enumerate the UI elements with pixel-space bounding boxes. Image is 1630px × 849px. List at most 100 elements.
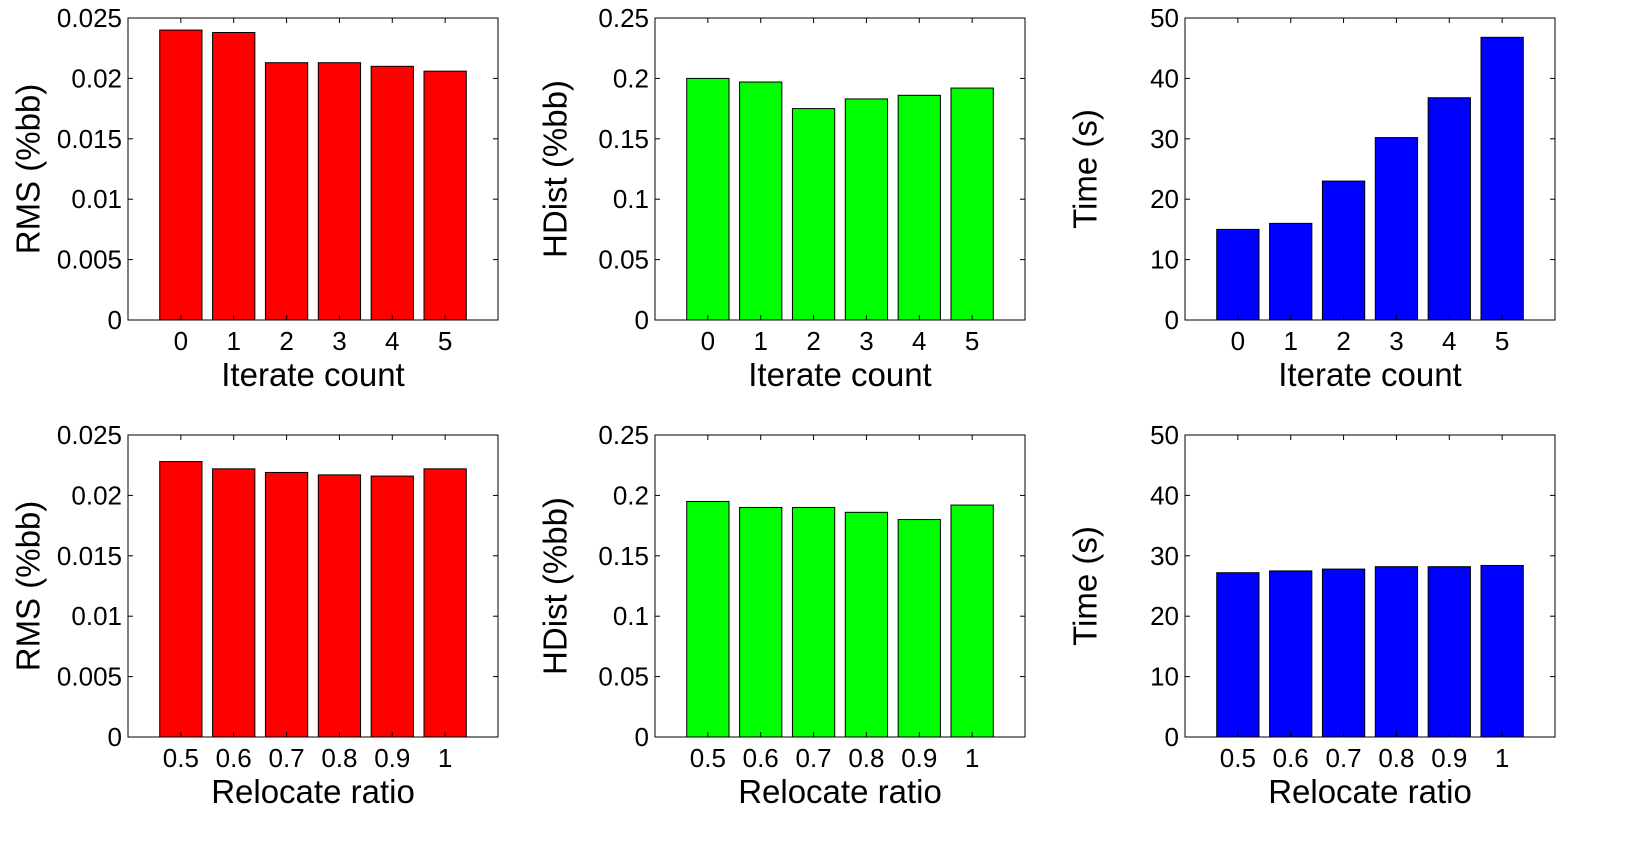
bar-0 <box>159 29 203 321</box>
x-tick-label: 0.7 <box>795 743 831 773</box>
x-tick-label: 0.9 <box>374 743 410 773</box>
x-tick-label: 2 <box>279 326 293 356</box>
x-tick-label: 0.9 <box>1431 743 1467 773</box>
bar-3 <box>844 98 889 321</box>
bar-0.7 <box>1321 568 1366 738</box>
x-tick-label: 1 <box>965 743 979 773</box>
x-tick-label: 3 <box>859 326 873 356</box>
y-tick-label: 40 <box>1150 480 1179 510</box>
y-tick-label: 0.15 <box>598 124 649 154</box>
y-tick-label: 0.05 <box>598 245 649 275</box>
bar-1 <box>950 504 994 738</box>
y-tick-label: 0.05 <box>598 662 649 692</box>
x-tick-label: 3 <box>332 326 346 356</box>
bar-1 <box>212 31 256 321</box>
bar-0.8 <box>1374 566 1419 738</box>
bar-5 <box>950 87 994 321</box>
y-tick-label: 0.015 <box>57 541 122 571</box>
x-axis-label: Relocate ratio <box>211 773 415 810</box>
bar-4 <box>370 65 414 321</box>
x-tick-label: 0 <box>174 326 188 356</box>
y-axis-label: RMS (%bb) <box>10 84 47 255</box>
y-tick-label: 0.2 <box>613 480 649 510</box>
bar-0.9 <box>1427 566 1471 738</box>
bar-5 <box>1480 36 1524 321</box>
x-tick-label: 0.9 <box>901 743 937 773</box>
y-tick-label: 0.01 <box>71 601 122 631</box>
y-axis-label: RMS (%bb) <box>10 501 47 672</box>
x-axis-label: Iterate count <box>221 356 404 393</box>
x-tick-label: 0.5 <box>1220 743 1256 773</box>
axes-frame <box>1184 17 1556 321</box>
y-axis-label: Time (s) <box>1067 109 1104 229</box>
bar-3 <box>317 62 362 321</box>
x-axis-label: Iterate count <box>1278 356 1461 393</box>
x-tick-label: 3 <box>1389 326 1403 356</box>
y-tick-label: 0.1 <box>613 184 649 214</box>
x-tick-label: 0 <box>1231 326 1245 356</box>
x-tick-label: 4 <box>385 326 399 356</box>
x-tick-label: 5 <box>438 326 452 356</box>
bar-1 <box>739 81 783 321</box>
axes-frame <box>127 434 499 738</box>
bar-4 <box>1427 97 1471 321</box>
bar-0.8 <box>317 474 362 738</box>
x-tick-label: 0.6 <box>743 743 779 773</box>
y-tick-label: 50 <box>1150 420 1179 450</box>
x-tick-label: 2 <box>1336 326 1350 356</box>
chart-panel-2: 0 0.05 0.1 0.15 0.2 0.25 0 1 2 3 4 5 Iterate count HD… <box>537 3 1026 393</box>
y-tick-label: 0.01 <box>71 184 122 214</box>
bar-0.6 <box>1269 570 1313 738</box>
y-tick-label: 20 <box>1150 184 1179 214</box>
x-tick-label: 2 <box>806 326 820 356</box>
bar-0.5 <box>686 500 730 738</box>
y-tick-label: 50 <box>1150 3 1179 33</box>
y-axis-label: HDist (%bb) <box>537 497 574 675</box>
y-tick-label: 40 <box>1150 63 1179 93</box>
bar-2 <box>264 62 309 321</box>
chart-panel-1: 0 0.005 0.01 0.015 0.02 0.025 0 1 2 3 4 5 Iterate co… <box>10 3 499 393</box>
y-tick-label: 0 <box>635 722 649 752</box>
x-axis-label: Iterate count <box>748 356 931 393</box>
axes-frame <box>127 17 499 321</box>
y-tick-label: 30 <box>1150 124 1179 154</box>
y-tick-label: 0.25 <box>598 420 649 450</box>
axes-frame <box>654 434 1026 738</box>
y-tick-label: 0 <box>108 722 122 752</box>
x-tick-label: 0.5 <box>690 743 726 773</box>
bar-0.5 <box>1216 572 1260 738</box>
axes-frame <box>1184 434 1556 738</box>
x-tick-label: 1 <box>438 743 452 773</box>
x-tick-label: 0.7 <box>268 743 304 773</box>
y-tick-label: 0.005 <box>57 662 122 692</box>
y-tick-label: 0 <box>635 305 649 335</box>
x-tick-label: 1 <box>226 326 240 356</box>
y-tick-label: 0.1 <box>613 601 649 631</box>
y-axis-label: HDist (%bb) <box>537 80 574 258</box>
bar-0.7 <box>264 471 309 738</box>
y-axis-label: Time (s) <box>1067 526 1104 646</box>
bar-2 <box>1321 180 1366 321</box>
x-tick-label: 0 <box>701 326 715 356</box>
y-tick-label: 0.025 <box>57 3 122 33</box>
bar-0.7 <box>791 506 836 738</box>
chart-panel-4: 0 0.005 0.01 0.015 0.02 0.025 0.5 0.6 0.7 0.8 0.9 1… <box>10 420 499 810</box>
bar-2 <box>791 108 836 321</box>
bar-1 <box>423 468 467 738</box>
x-tick-label: 0.5 <box>163 743 199 773</box>
y-tick-label: 0 <box>108 305 122 335</box>
y-tick-label: 0 <box>1165 722 1179 752</box>
y-tick-label: 0.02 <box>71 63 122 93</box>
x-tick-label: 0.7 <box>1325 743 1361 773</box>
y-tick-label: 0 <box>1165 305 1179 335</box>
bar-5 <box>423 70 467 321</box>
chart-panel-5: 0 0.05 0.1 0.15 0.2 0.25 0.5 0.6 0.7 0.8 0.9 1 Reloc… <box>537 420 1026 810</box>
x-tick-label: 1 <box>1283 326 1297 356</box>
bar-0.9 <box>370 475 414 738</box>
bar-3 <box>1374 137 1419 321</box>
y-tick-label: 20 <box>1150 601 1179 631</box>
x-tick-label: 1 <box>753 326 767 356</box>
bar-0 <box>686 77 730 321</box>
x-tick-label: 0.6 <box>1273 743 1309 773</box>
